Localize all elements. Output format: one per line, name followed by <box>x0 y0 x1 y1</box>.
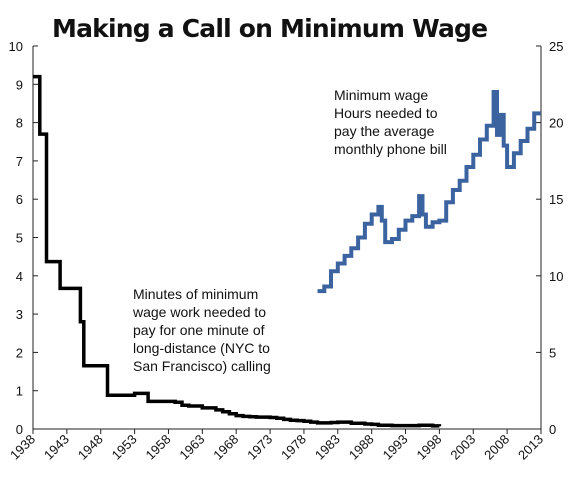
annotation-line: monthly phone bill <box>334 141 447 157</box>
series-annotation-long-distance-minutes: Minutes of minimum wage work needed to pay… <box>132 286 271 374</box>
x-tick-label: 2008 <box>481 432 512 463</box>
y-left-tick-label: 0 <box>16 422 23 437</box>
annotation-line: San Francisco) calling <box>133 358 271 374</box>
annotation-line: long-distance (NYC to <box>133 340 270 356</box>
x-tick-label: 1998 <box>413 432 444 463</box>
series-line-phone-bill-hours <box>318 92 542 291</box>
y-left-tick-label: 1 <box>16 384 23 399</box>
y-right-tick-label: 15 <box>549 192 563 207</box>
y-right-tick-label: 10 <box>549 269 563 284</box>
annotation-line: Hours needed to <box>334 105 438 121</box>
x-tick-label: 2003 <box>447 432 478 463</box>
y-left-tick-label: 5 <box>16 231 23 246</box>
chart-title: Making a Call on Minimum Wage <box>52 14 487 43</box>
x-tick-label: 1968 <box>210 432 241 463</box>
y-left-tick-label: 9 <box>16 77 23 92</box>
y-left-tick-label: 7 <box>16 154 23 169</box>
annotation-line: Minimum wage <box>334 87 428 103</box>
y-right-tick-label: 20 <box>549 116 563 131</box>
y-right-tick-label: 0 <box>549 422 556 437</box>
x-tick-label: 1983 <box>312 432 343 463</box>
y-left-tick-label: 10 <box>9 39 23 54</box>
y-right-tick-label: 5 <box>549 345 556 360</box>
y-left-tick-label: 2 <box>16 345 23 360</box>
x-tick-label: 1953 <box>109 432 140 463</box>
x-tick-label: 1993 <box>380 432 411 463</box>
y-left-tick-label: 4 <box>16 269 23 284</box>
y-left-tick-label: 8 <box>16 116 23 131</box>
x-tick-label: 1978 <box>278 432 309 463</box>
annotation-line: wage work needed to <box>132 304 266 320</box>
series-layer <box>33 77 541 427</box>
y-left-tick-label: 3 <box>16 307 23 322</box>
x-tick-label: 2013 <box>515 432 546 463</box>
y-left-tick-label: 6 <box>16 192 23 207</box>
x-tick-label: 1988 <box>346 432 377 463</box>
annotation-line: Minutes of minimum <box>133 286 258 302</box>
x-tick-label: 1948 <box>75 432 106 463</box>
x-tick-label: 1973 <box>244 432 275 463</box>
x-tick-label: 1958 <box>143 432 174 463</box>
series-annotation-phone-bill-hours: Minimum wage Hours needed to pay the avera… <box>334 87 447 157</box>
x-tick-label: 1943 <box>41 432 72 463</box>
y-right-tick-label: 25 <box>549 39 563 54</box>
annotation-line: pay the average <box>334 123 435 139</box>
annotation-line: pay for one minute of <box>133 322 265 338</box>
x-tick-label: 1938 <box>7 432 38 463</box>
x-tick-label: 1963 <box>176 432 207 463</box>
